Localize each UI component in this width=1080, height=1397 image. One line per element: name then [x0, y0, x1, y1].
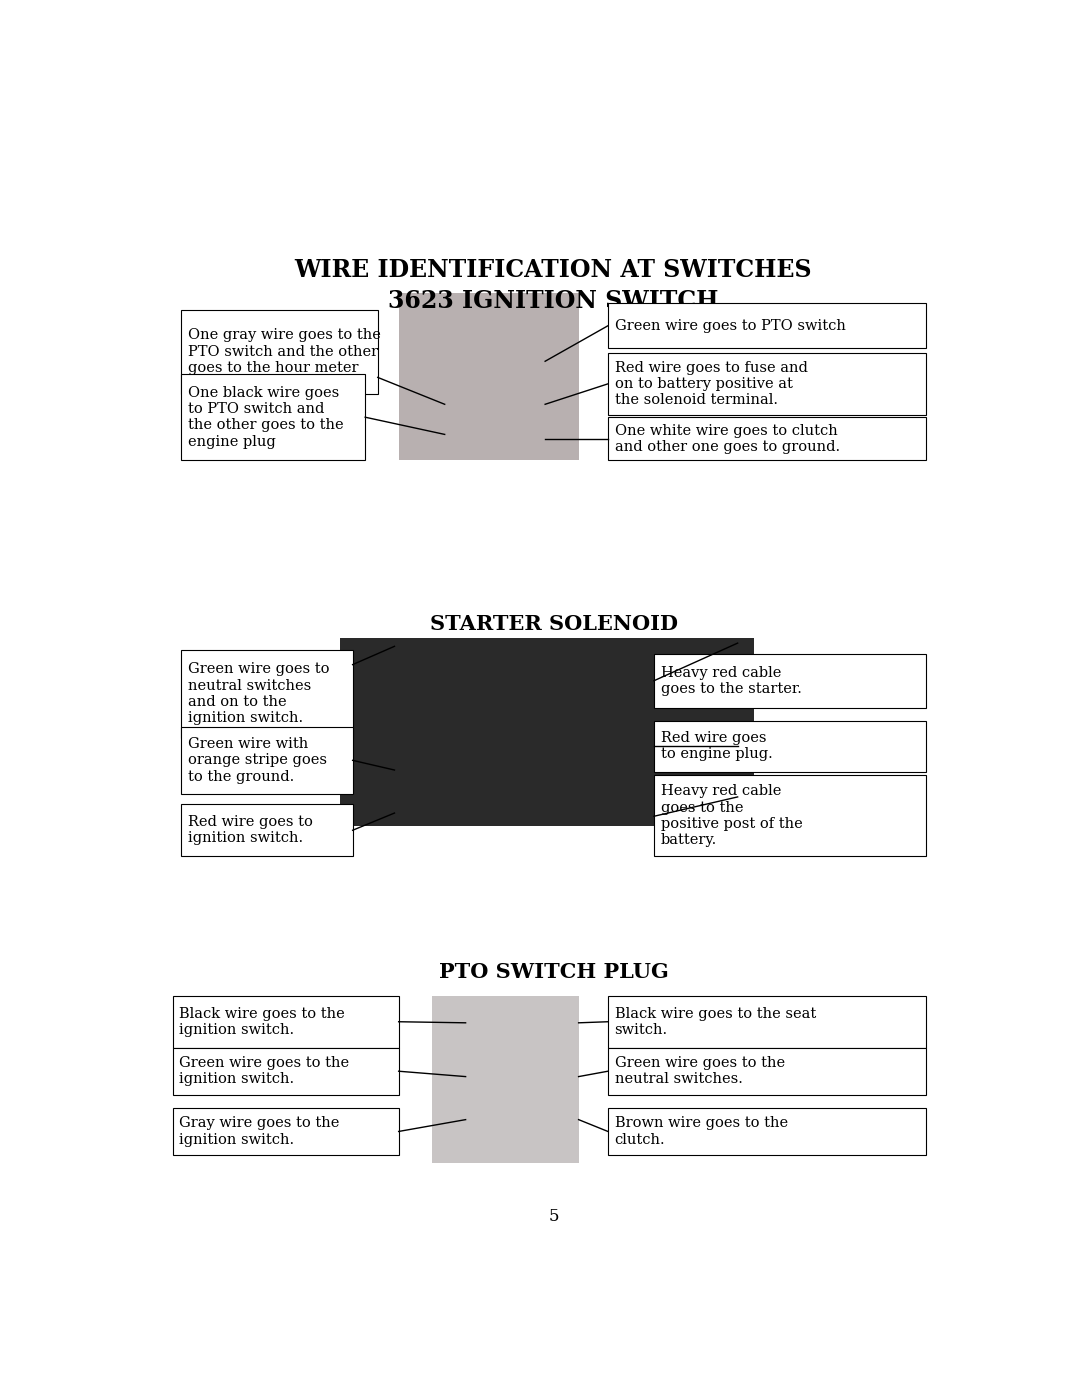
FancyBboxPatch shape: [340, 637, 754, 826]
Text: Brown wire goes to the
clutch.: Brown wire goes to the clutch.: [615, 1116, 787, 1147]
FancyBboxPatch shape: [608, 996, 926, 1048]
Text: 3623 IGNITION SWITCH: 3623 IGNITION SWITCH: [388, 289, 719, 313]
FancyBboxPatch shape: [608, 352, 926, 415]
Text: Black wire goes to the seat
switch.: Black wire goes to the seat switch.: [615, 1007, 815, 1037]
Text: PTO SWITCH PLUG: PTO SWITCH PLUG: [438, 963, 669, 982]
Text: Green wire goes to PTO switch: Green wire goes to PTO switch: [615, 319, 846, 332]
Text: Red wire goes to fuse and
on to battery positive at
the solenoid terminal.: Red wire goes to fuse and on to battery …: [615, 360, 808, 407]
FancyBboxPatch shape: [608, 1108, 926, 1155]
Text: One white wire goes to clutch
and other one goes to ground.: One white wire goes to clutch and other …: [615, 423, 840, 454]
FancyBboxPatch shape: [181, 310, 378, 394]
Text: One gray wire goes to the
PTO switch and the other
goes to the hour meter: One gray wire goes to the PTO switch and…: [188, 328, 380, 374]
FancyBboxPatch shape: [181, 805, 352, 856]
FancyBboxPatch shape: [608, 1048, 926, 1095]
Text: Green wire goes to the
ignition switch.: Green wire goes to the ignition switch.: [179, 1056, 350, 1087]
FancyBboxPatch shape: [653, 721, 926, 773]
FancyBboxPatch shape: [608, 303, 926, 348]
Text: Green wire goes to the
neutral switches.: Green wire goes to the neutral switches.: [615, 1056, 785, 1087]
FancyBboxPatch shape: [399, 293, 579, 460]
Text: Heavy red cable
goes to the starter.: Heavy red cable goes to the starter.: [661, 665, 801, 696]
FancyBboxPatch shape: [653, 775, 926, 856]
FancyBboxPatch shape: [173, 996, 399, 1048]
Text: WIRE IDENTIFICATION AT SWITCHES: WIRE IDENTIFICATION AT SWITCHES: [295, 258, 812, 282]
Text: Heavy red cable
goes to the
positive post of the
battery.: Heavy red cable goes to the positive pos…: [661, 785, 802, 847]
Text: Gray wire goes to the
ignition switch.: Gray wire goes to the ignition switch.: [179, 1116, 340, 1147]
FancyBboxPatch shape: [432, 996, 579, 1162]
FancyBboxPatch shape: [173, 1108, 399, 1155]
FancyBboxPatch shape: [653, 654, 926, 708]
Text: 5: 5: [549, 1208, 558, 1225]
FancyBboxPatch shape: [181, 650, 352, 738]
FancyBboxPatch shape: [608, 418, 926, 460]
Text: Red wire goes
to engine plug.: Red wire goes to engine plug.: [661, 731, 772, 761]
FancyBboxPatch shape: [181, 374, 365, 460]
FancyBboxPatch shape: [181, 726, 352, 793]
Text: Black wire goes to the
ignition switch.: Black wire goes to the ignition switch.: [179, 1007, 346, 1037]
Text: Red wire goes to
ignition switch.: Red wire goes to ignition switch.: [188, 816, 312, 845]
FancyBboxPatch shape: [173, 1048, 399, 1095]
Text: STARTER SOLENOID: STARTER SOLENOID: [430, 613, 677, 634]
Text: One black wire goes
to PTO switch and
the other goes to the
engine plug: One black wire goes to PTO switch and th…: [188, 386, 343, 448]
Text: Green wire with
orange stripe goes
to the ground.: Green wire with orange stripe goes to th…: [188, 738, 327, 784]
Text: Green wire goes to
neutral switches
and on to the
ignition switch.: Green wire goes to neutral switches and …: [188, 662, 329, 725]
